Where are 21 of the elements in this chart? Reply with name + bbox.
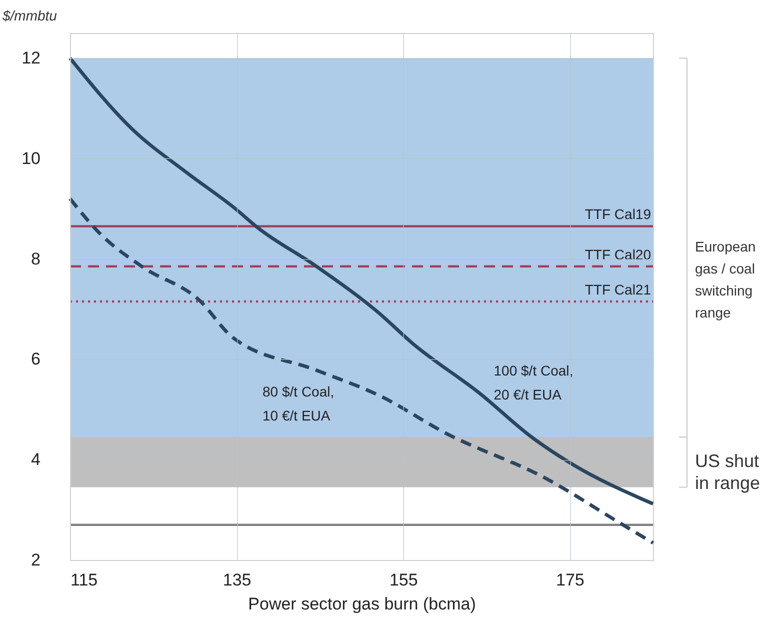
series-label: 100 $/t Coal, 20 €/t EUA (494, 362, 574, 402)
ref-line-label: TTF Cal19 (584, 206, 652, 222)
band-label: European gas / coal switching range (695, 238, 756, 321)
series-label: 80 $/t Coal, 10 €/t EUA (262, 383, 334, 424)
y-tick-label: 2 (31, 550, 40, 570)
x-tick-label: 135 (222, 570, 252, 590)
x-tick-label: 175 (556, 570, 584, 590)
line-series (68, 56, 655, 506)
x-axis-title: Power sector gas burn (bcma) (248, 594, 476, 614)
y-tick-label: 12 (22, 48, 40, 68)
x-tick-label: 115 (70, 570, 98, 590)
y-axis-title: $/mmbtu (2, 8, 58, 24)
ref-line-label: TTF Cal20 (584, 246, 652, 262)
y-tick-label: 4 (31, 450, 40, 470)
ref-line-label: TTF Cal21 (584, 282, 652, 298)
y-tick-label: 10 (22, 148, 40, 168)
line-series (68, 196, 655, 545)
y-tick-label: 6 (31, 350, 40, 369)
band-label: US shut in range (695, 451, 760, 494)
x-tick-label: 155 (389, 570, 418, 590)
y-tick-label: 8 (31, 249, 40, 268)
